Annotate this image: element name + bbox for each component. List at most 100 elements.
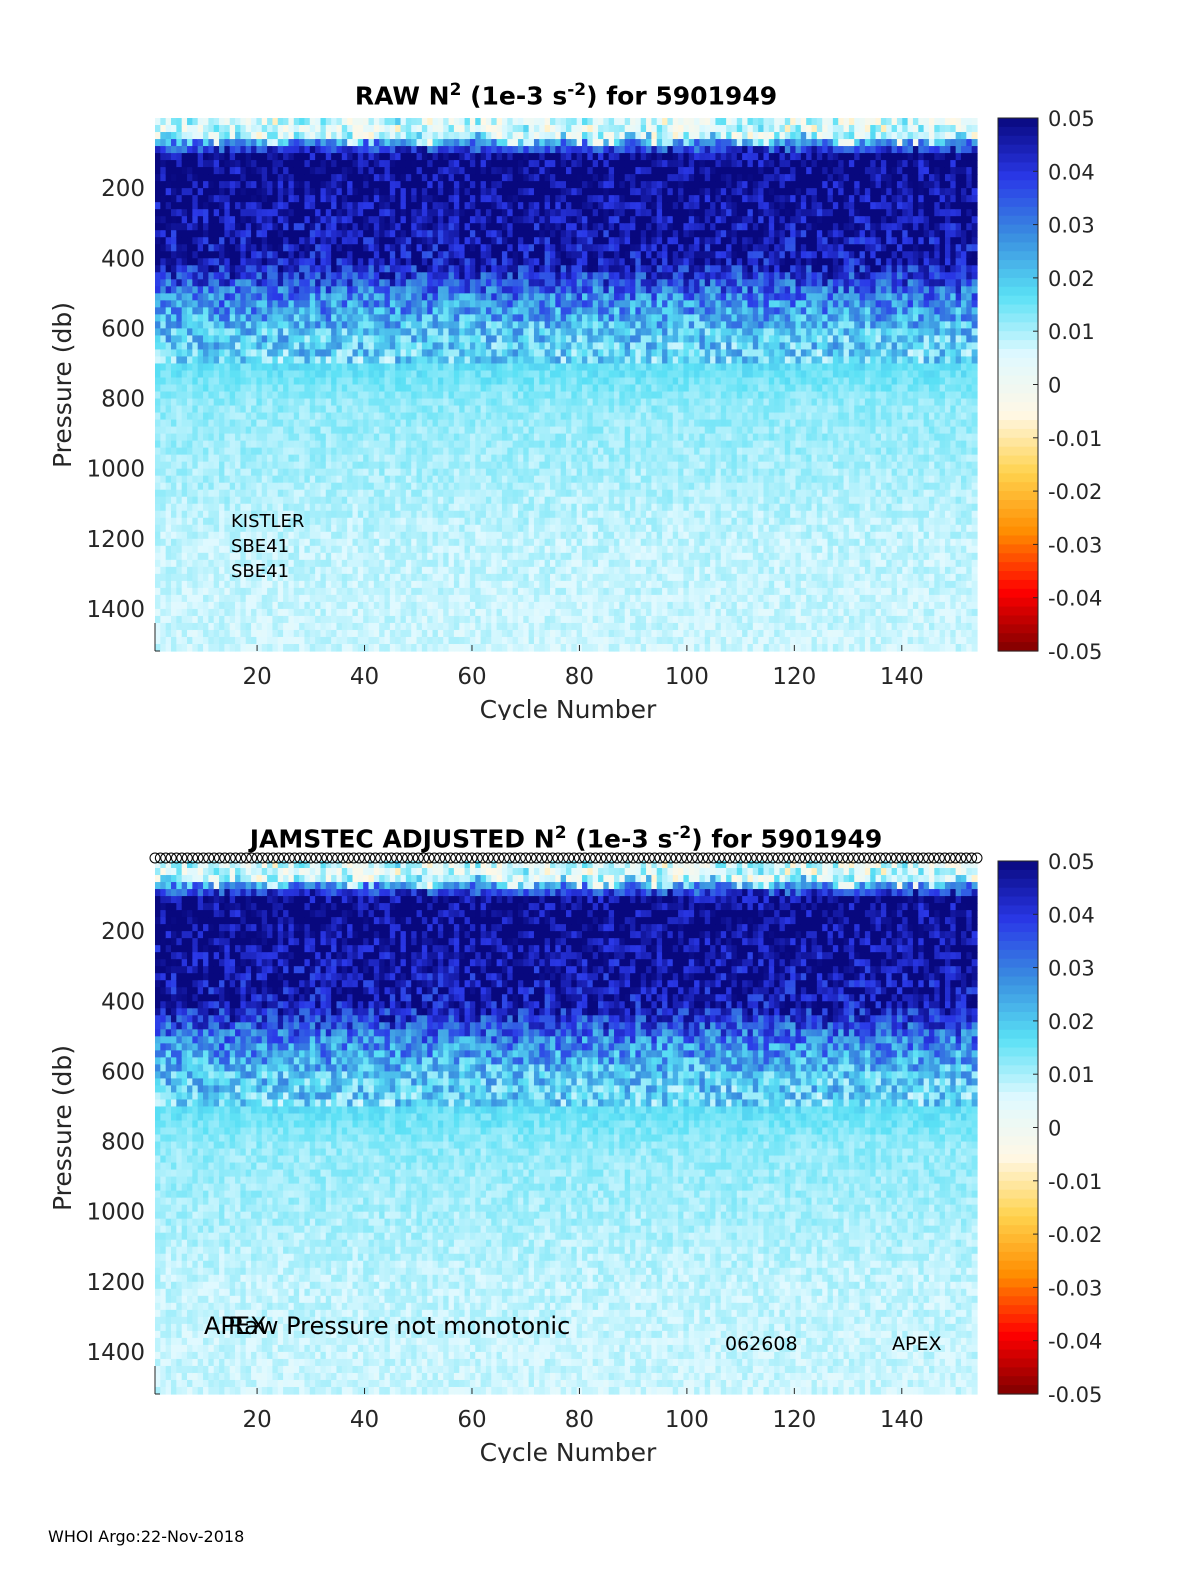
heatmap-cell [437,489,444,498]
heatmap-cell [245,517,252,526]
heatmap-cell [496,545,503,554]
heatmap-cell [437,125,444,133]
heatmap-cell [261,202,268,210]
heatmap-cell [320,132,327,140]
heatmap-cell [171,293,177,301]
heatmap-cell [165,545,172,554]
heatmap-cell [261,265,268,273]
heatmap-cell [427,510,434,519]
heatmap-cell [352,601,359,610]
heatmap-cell [203,559,209,568]
heatmap-cell [192,272,199,280]
heatmap-cell [208,244,215,252]
heatmap-cell [155,482,161,491]
heatmap-cell [491,356,498,365]
heatmap-cell [368,419,375,428]
heatmap-cell [171,202,177,210]
heatmap-cell [453,181,460,189]
heatmap-cell [496,601,503,610]
heatmap-cell [256,286,263,294]
heatmap-cell [453,496,460,505]
heatmap-cell [277,195,284,203]
heatmap-cell [304,433,311,442]
heatmap-cell [501,195,508,203]
heatmap-cell [171,468,177,477]
heatmap-cell [272,118,279,126]
heatmap-cell [315,629,322,638]
heatmap-cell [368,517,375,526]
heatmap-cell [491,419,498,428]
heatmap-cell [213,524,220,533]
heatmap-cell [192,636,199,645]
heatmap-cell [448,125,455,133]
heatmap-cell [491,307,498,315]
heatmap-cell [363,531,370,540]
heatmap-cell [464,573,471,582]
heatmap-cell [469,223,476,231]
heatmap-cell [304,412,311,421]
heatmap-cell [336,349,343,358]
heatmap-cell [256,349,263,358]
heatmap-cell [389,230,396,238]
heatmap-cell [219,356,225,365]
heatmap-cell [293,216,300,224]
heatmap-cell [411,454,418,463]
heatmap-cell [293,559,300,568]
heatmap-cell [187,510,193,519]
heatmap-cell [501,363,508,372]
heatmap-cell [411,118,418,126]
heatmap-cell [240,209,247,217]
heatmap-cell [299,272,306,280]
heatmap-cell [341,643,348,652]
heatmap-cell [389,643,396,652]
heatmap-cell [363,314,370,322]
heatmap-cell [405,608,412,617]
heatmap-cell [432,216,439,224]
heatmap-cell [224,510,231,519]
heatmap-cell [304,293,311,301]
heatmap-cell [213,433,220,442]
heatmap-cell [208,419,215,428]
heatmap-cell [491,216,498,224]
heatmap-cell [171,209,177,217]
heatmap-cell [400,461,407,470]
heatmap-cell [171,384,177,393]
heatmap-cell [256,377,263,386]
heatmap-cell [272,636,279,645]
heatmap-cell [288,440,295,449]
heatmap-cell [384,118,391,126]
heatmap-cell [251,223,258,231]
heatmap-cell [245,391,252,400]
heatmap-cell [272,307,279,315]
heatmap-cell [315,349,322,358]
heatmap-cell [240,188,247,196]
heatmap-cell [277,559,284,568]
heatmap-cell [181,265,188,273]
heatmap-cell [203,517,209,526]
heatmap-cell [325,419,332,428]
heatmap-cell [475,643,482,652]
heatmap-cell [405,377,412,386]
heatmap-cell [224,188,231,196]
heatmap-cell [171,181,177,189]
heatmap-cell [491,608,498,617]
heatmap-cell [336,461,343,470]
heatmap-cell [405,433,412,442]
heatmap-cell [315,426,322,435]
heatmap-cell [443,307,450,315]
heatmap-cell [363,174,370,182]
heatmap-cell [229,377,236,386]
heatmap-cell [459,209,466,217]
heatmap-cell [160,118,167,126]
heatmap-cell [213,223,220,231]
heatmap-cell [277,433,284,442]
heatmap-cell [197,384,204,393]
heatmap-cell [437,552,444,561]
heatmap-cell [229,132,236,140]
heatmap-cell [235,454,241,463]
heatmap-cell [411,412,418,421]
heatmap-cell [213,181,220,189]
heatmap-cell [160,125,167,133]
heatmap-cell [496,181,503,189]
heatmap-cell [320,538,327,547]
